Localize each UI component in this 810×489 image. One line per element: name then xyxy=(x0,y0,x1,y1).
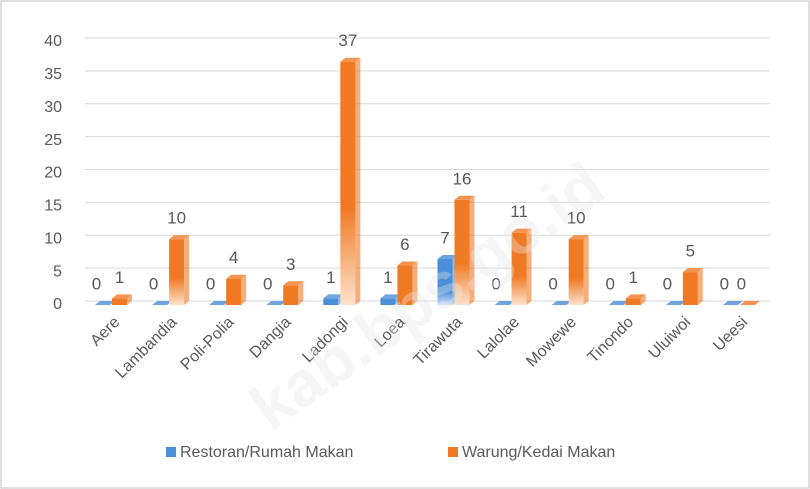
y-tick-label: 25 xyxy=(44,132,62,149)
bar-side xyxy=(583,235,589,305)
bar-side xyxy=(127,294,132,305)
y-tick-label: 0 xyxy=(53,296,62,313)
bar xyxy=(437,258,453,305)
data-label: 3 xyxy=(286,255,295,274)
legend-swatch xyxy=(448,447,458,457)
y-tick-label: 15 xyxy=(44,198,62,215)
bar-top xyxy=(608,301,629,305)
bar-side xyxy=(526,228,532,305)
data-label: 10 xyxy=(167,209,186,228)
data-label: 0 xyxy=(206,274,215,293)
legend-label: Warung/Kedai Makan xyxy=(462,444,615,461)
bar-side xyxy=(241,274,247,305)
bar-top xyxy=(682,268,703,273)
bar-top xyxy=(266,301,287,305)
data-label: 4 xyxy=(229,248,238,267)
x-tick-label: Poli-Polia xyxy=(178,314,238,374)
bar-top xyxy=(95,301,115,305)
y-tick-label: 40 xyxy=(44,33,62,50)
bar-top xyxy=(568,235,589,240)
data-label: 0 xyxy=(92,274,101,293)
bar-top xyxy=(380,294,401,299)
data-label: 0 xyxy=(149,274,158,293)
data-label: 1 xyxy=(629,268,638,287)
bar xyxy=(380,298,396,305)
data-label: 6 xyxy=(400,235,409,254)
y-tick-label: 35 xyxy=(44,66,62,83)
data-label: 11 xyxy=(510,202,528,221)
data-label: 5 xyxy=(686,242,695,261)
bar xyxy=(625,298,641,305)
data-label: 0 xyxy=(737,274,746,293)
y-tick-label: 30 xyxy=(44,99,62,116)
bar-top xyxy=(722,301,743,305)
bar-side xyxy=(355,57,361,305)
bar-top xyxy=(283,281,304,286)
x-tick-label: Lambandia xyxy=(112,314,180,382)
y-tick-label: 20 xyxy=(44,165,62,182)
x-tick-label: Ueesi xyxy=(710,314,751,355)
bar xyxy=(511,232,527,305)
bar xyxy=(397,265,413,305)
data-label: 0 xyxy=(263,274,272,293)
bar-side xyxy=(184,235,190,305)
bar-side xyxy=(412,261,418,305)
data-label: 0 xyxy=(491,274,500,293)
bar-top xyxy=(209,301,230,305)
data-label: 10 xyxy=(567,209,586,228)
bar-top xyxy=(437,254,458,259)
y-tick-label: 5 xyxy=(53,263,62,280)
x-tick-label: Uluiwoi xyxy=(646,314,695,363)
bar xyxy=(112,298,127,305)
bar-top xyxy=(226,274,247,279)
bar xyxy=(682,272,698,305)
bar-top xyxy=(397,261,418,266)
bar-side xyxy=(640,294,646,305)
bar xyxy=(226,278,242,305)
bar-top xyxy=(340,57,361,62)
x-tick-label: Lalolae xyxy=(474,314,523,363)
y-tick-label: 10 xyxy=(44,230,62,247)
bar-side xyxy=(298,281,304,305)
bar-top xyxy=(625,294,646,299)
bar-top xyxy=(551,301,572,305)
data-label: 37 xyxy=(338,31,357,50)
legend-swatch xyxy=(166,447,176,457)
bar-top xyxy=(112,294,132,299)
data-label: 1 xyxy=(326,268,335,287)
bar-side xyxy=(697,268,703,305)
data-label: 1 xyxy=(383,268,392,287)
data-label: 0 xyxy=(606,274,615,293)
legend-label: Restoran/Rumah Makan xyxy=(180,444,353,461)
bar-top xyxy=(454,195,475,200)
x-tick-label: Aere xyxy=(87,314,123,350)
x-tick-label: Tinondo xyxy=(585,314,638,367)
data-label: 0 xyxy=(548,274,557,293)
data-label: 16 xyxy=(453,169,472,188)
bar xyxy=(340,61,356,305)
x-tick-label: Mowewe xyxy=(523,314,580,371)
bar xyxy=(323,298,339,305)
bar xyxy=(169,239,185,305)
bar-top xyxy=(511,228,532,233)
data-label: 1 xyxy=(115,268,124,287)
bar xyxy=(283,285,299,305)
data-label: 0 xyxy=(663,274,672,293)
bar xyxy=(568,239,584,305)
bar xyxy=(454,199,470,305)
bar-top xyxy=(665,301,686,305)
bar-side xyxy=(469,195,475,305)
bar-top xyxy=(494,301,515,305)
data-label: 7 xyxy=(440,228,449,247)
bar-top xyxy=(739,301,760,305)
bar-top xyxy=(169,235,190,240)
bar-top xyxy=(323,294,344,299)
bar-top xyxy=(152,301,173,305)
data-label: 0 xyxy=(720,274,729,293)
